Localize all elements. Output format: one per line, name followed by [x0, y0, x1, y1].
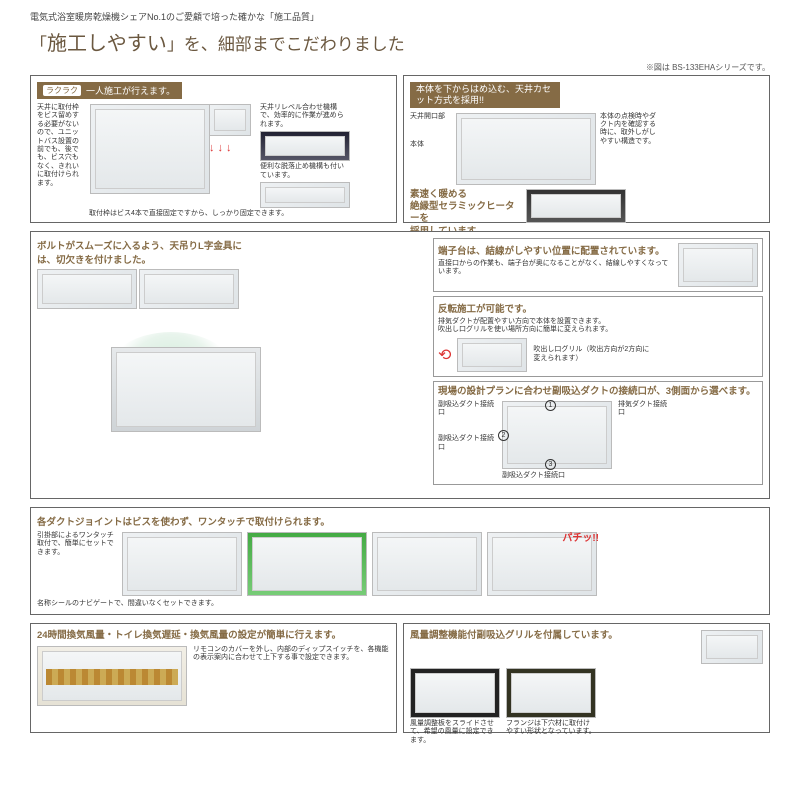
n2: 2 [498, 430, 509, 441]
lbracket-title: ボルトがスムーズに入るよう、天吊りL字金具には、切欠きを付けました。 [37, 238, 257, 266]
hm-tail: 細部までこだわりました [218, 35, 405, 54]
onetouch-fig1 [122, 532, 242, 596]
cassette-band: 本体を下からはめ込む、天井カセット方式を採用!! [410, 82, 560, 108]
terminal-photo [678, 243, 758, 287]
onetouch-left: 引掛部によるワンタッチ取付で、簡単にセットできます。 [37, 532, 117, 557]
air-grille-photo [701, 630, 763, 664]
panel-airvolume: 風量調整機能付副吸込グリルを付属しています。 風量調整板をスライドさせて、希望の… [403, 623, 770, 733]
down-arrow-icon: ↓ [226, 142, 232, 154]
n3: 3 [545, 459, 556, 470]
onetouch-title: 各ダクトジョイントはビスを使わず、ワンタッチで取付けられます。 [37, 514, 763, 528]
reverse-title: 反転施工が可能です。 [438, 301, 758, 315]
heater-photo [526, 189, 626, 223]
duct-lbl-4: 副吸込ダクト接続口 [502, 472, 758, 480]
rakuraku-band: ラクラク 一人施工が行えます。 [37, 82, 182, 99]
hero-product-area [71, 327, 291, 467]
reverse-body2: 吹出し口グリルを使い場所方向に簡単に変えられます。 [438, 326, 758, 334]
lbracket-photo-1 [37, 269, 137, 309]
duct-lbl-1: 副吸込ダクト接続口 [438, 401, 496, 418]
rakuraku-small-fig [209, 104, 251, 136]
hm-open: 「 [30, 35, 47, 54]
pachi-label: パチッ!! [562, 529, 599, 544]
panel-rakuraku: ラクラク 一人施工が行えます。 天井に取付枠をビス留めする必要がないので、ユニッ… [30, 75, 397, 223]
grille-fig [457, 338, 527, 372]
dip-title: 24時間換気風量・トイレ換気遅延・換気風量の設定が簡単に行えます。 [37, 630, 390, 642]
cassette-lbl1: 天井開口部 [410, 113, 452, 121]
dip-photo [37, 646, 187, 706]
air-flange-photo [506, 668, 596, 718]
rakuraku-main-fig [90, 104, 210, 194]
panel-dipswitch: 24時間換気風量・トイレ換気遅延・換気風量の設定が簡単に行えます。 リモコンのカ… [30, 623, 397, 733]
air-body1: 風量調整板をスライドさせて、希望の風量に設定できます。 [410, 720, 500, 745]
duct-lbl-2: 副吸込ダクト接続口 [438, 435, 496, 452]
n1: 1 [545, 400, 556, 411]
cassette-side-text: 本体の点検時やダクト内を確認する時に、取外しがしやすい構造です。 [600, 113, 656, 185]
rakuraku-left-text: 天井に取付枠をビス留めする必要がないので、ユニットバス設置の前でも、後でも、ビス… [37, 104, 85, 210]
rakuraku-caption-1: 天井リレベル合わせ機構で、効率的に作業が進められます。 [260, 104, 350, 129]
hm-mid: 」を、 [167, 35, 218, 54]
onetouch-bottom: 名称シールのナビゲートで、間違いなくセットできます。 [37, 600, 763, 608]
ht2: 絶縁型セラミックヒーターを [410, 201, 515, 224]
onetouch-fig3 [372, 532, 482, 596]
hm-kw: 施工しやすい [47, 33, 167, 55]
rakuraku-photo-2 [260, 182, 350, 208]
rakuraku-photo-1 [260, 131, 350, 161]
onetouch-fig2 [247, 532, 367, 596]
air-adjust-photo [410, 668, 500, 718]
rakuraku-caption-2: 便利な脱落止め機構も付いています。 [260, 163, 350, 180]
panel-features: ボルトがスムーズに入るよう、天吊りL字金具には、切欠きを付けました。 端子台は、… [30, 231, 770, 499]
panel-onetouch: 各ダクトジョイントはビスを使わず、ワンタッチで取付けられます。 引掛部によるワン… [30, 507, 770, 615]
top-right-note: ※図は BS-133EHAシリーズです。 [30, 62, 770, 73]
band-text: 一人施工が行えます。 [86, 84, 175, 97]
lbracket-photo-2 [139, 269, 239, 309]
band-badge: ラクラク [43, 85, 81, 96]
duct3-fig: 1 2 3 [502, 401, 612, 469]
ht1: 素速く暖める [410, 189, 467, 200]
terminal-title: 端子台は、結線がしやすい位置に配置されています。 [438, 243, 673, 257]
down-arrow-icon: ↓ [218, 142, 224, 154]
air-body2: フランジは下穴材に取付けやすい形状となっています。 [506, 720, 596, 737]
cassette-main-fig [456, 113, 596, 185]
duct-lbl-3: 排気ダクト接続口 [618, 401, 668, 418]
dip-body: リモコンのカバーを外し、内部のディップスイッチを、各機能の表示案内に合わせて上下… [193, 646, 390, 706]
cassette-lbl2: 本体 [410, 141, 452, 149]
terminal-body: 直接口からの作業も、端子台が奥になることがなく、結線しやすくなっています。 [438, 260, 673, 277]
grille-caption: 吹出し口グリル（吹出方向が2方向に変えられます） [533, 346, 653, 363]
rakuraku-bottom: 取付枠はビス4本で直接固定ですから、しっかり固定できます。 [89, 210, 288, 218]
duct3-title: 現場の設計プランに合わせ副吸込ダクトの接続口が、3側面から選べます。 [438, 386, 758, 398]
rotate-arrow-icon: ⟲ [438, 345, 451, 365]
hero-product-fig [111, 347, 261, 432]
air-title: 風量調整機能付副吸込グリルを付属しています。 [410, 630, 695, 642]
header-main: 「施工しやすい」を、細部までこだわりました [30, 27, 770, 56]
panel-cassette: 本体を下からはめ込む、天井カセット方式を採用!! 天井開口部 本体 本体の点検時… [403, 75, 770, 223]
header-subtitle: 電気式浴室暖房乾燥機シェアNo.1のご愛顧で培った確かな「施工品質」 [30, 10, 770, 23]
